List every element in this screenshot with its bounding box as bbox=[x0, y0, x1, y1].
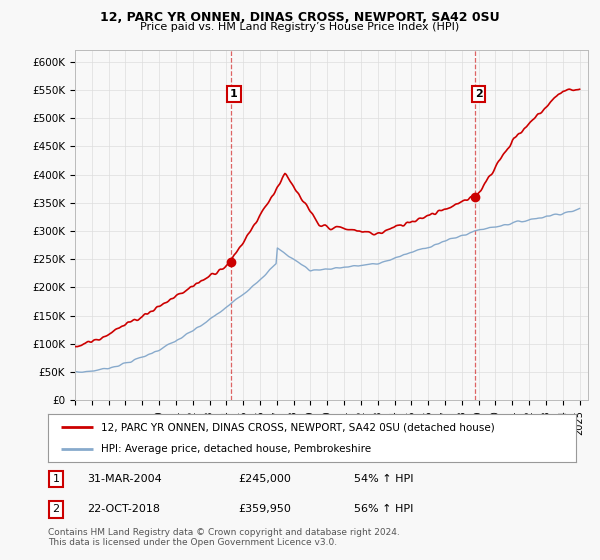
Text: 31-MAR-2004: 31-MAR-2004 bbox=[88, 474, 163, 484]
Text: Contains HM Land Registry data © Crown copyright and database right 2024.
This d: Contains HM Land Registry data © Crown c… bbox=[48, 528, 400, 547]
Text: 22-OCT-2018: 22-OCT-2018 bbox=[88, 505, 161, 515]
Text: 12, PARC YR ONNEN, DINAS CROSS, NEWPORT, SA42 0SU: 12, PARC YR ONNEN, DINAS CROSS, NEWPORT,… bbox=[100, 11, 500, 24]
Text: 56% ↑ HPI: 56% ↑ HPI bbox=[354, 505, 413, 515]
Text: 1: 1 bbox=[230, 89, 238, 99]
Text: 2: 2 bbox=[52, 505, 59, 515]
Text: Price paid vs. HM Land Registry’s House Price Index (HPI): Price paid vs. HM Land Registry’s House … bbox=[140, 22, 460, 32]
Text: 1: 1 bbox=[52, 474, 59, 484]
Text: 12, PARC YR ONNEN, DINAS CROSS, NEWPORT, SA42 0SU (detached house): 12, PARC YR ONNEN, DINAS CROSS, NEWPORT,… bbox=[101, 422, 494, 432]
Text: £359,950: £359,950 bbox=[238, 505, 291, 515]
Text: 2: 2 bbox=[475, 89, 483, 99]
Text: £245,000: £245,000 bbox=[238, 474, 291, 484]
Text: 54% ↑ HPI: 54% ↑ HPI bbox=[354, 474, 414, 484]
Text: HPI: Average price, detached house, Pembrokeshire: HPI: Average price, detached house, Pemb… bbox=[101, 444, 371, 454]
